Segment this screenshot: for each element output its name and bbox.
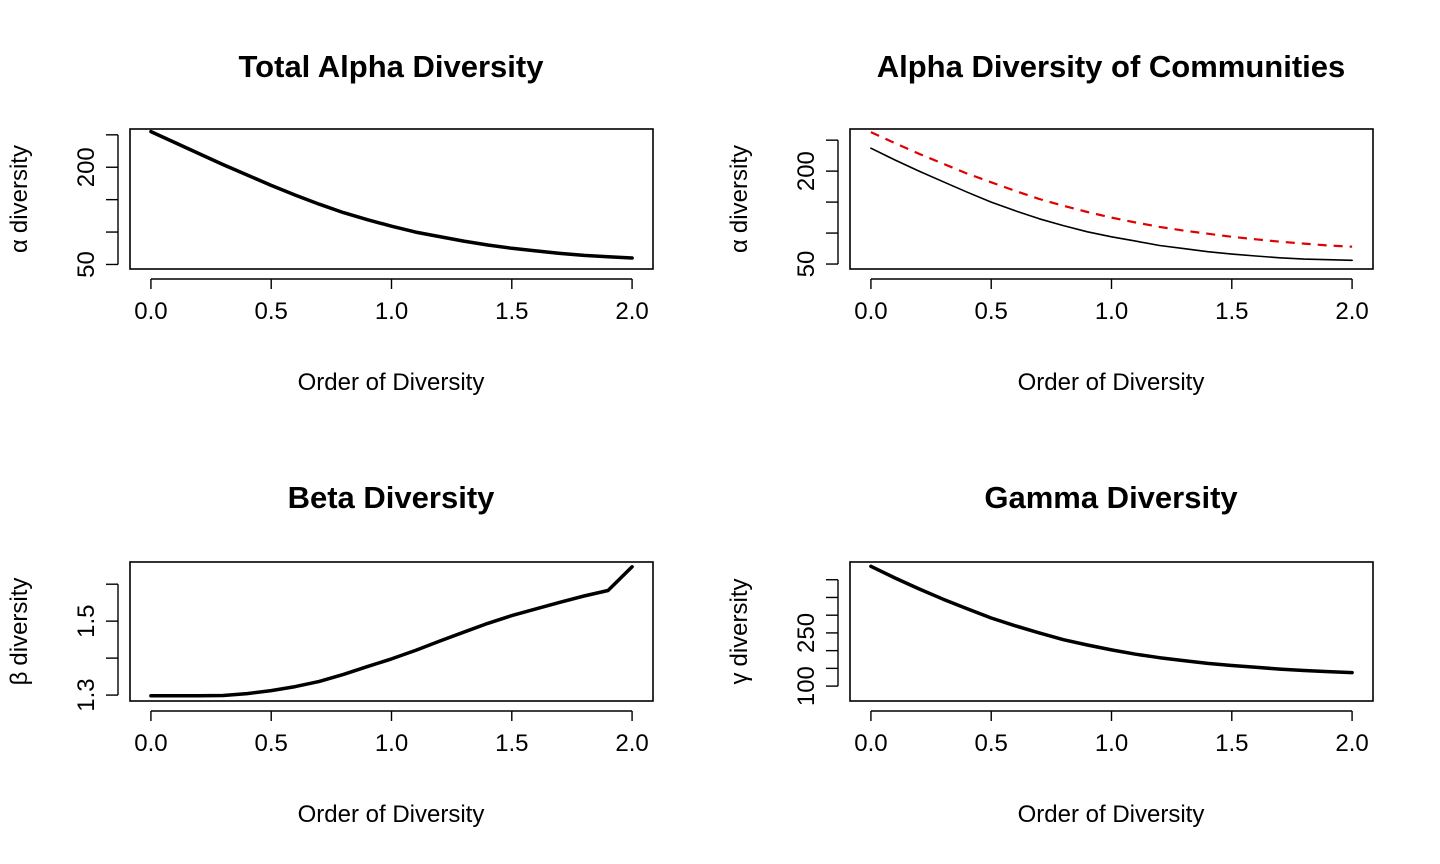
x-axis-label: Order of Diversity	[1018, 369, 1205, 396]
y-axis-label: β diversity	[6, 578, 33, 686]
x-tick-label: 1.5	[495, 298, 528, 325]
y-tick-label: 200	[73, 147, 100, 187]
x-tick-label: 2.0	[615, 298, 648, 325]
series-line-1	[149, 565, 634, 698]
series-line-1	[149, 129, 634, 260]
chart-panel-2: Alpha Diversity of Communities 0.0 0.5 1.0 1…	[726, 49, 1374, 396]
y-axis-label: α diversity	[726, 145, 753, 253]
x-axis-label: Order of Diversity	[298, 369, 485, 396]
x-tick-label: 1.5	[1215, 730, 1248, 757]
series-line-1	[870, 147, 1353, 262]
plot-frame	[849, 561, 1374, 702]
x-tick-label: 1.0	[1095, 730, 1128, 757]
y-axis-label-text: diversity	[6, 145, 33, 233]
plot-frame	[129, 561, 654, 702]
chart-panel-3: Beta Diversity 0.0 0.5 1.0 1.5 2.0 1.3 1.5 Order…	[6, 480, 654, 828]
x-tick-label: 1.5	[1215, 298, 1248, 325]
x-tick-label: 1.0	[1095, 298, 1128, 325]
x-tick-label: 0.5	[255, 298, 288, 325]
chart-panel-1: Total Alpha Diversity 0.0 0.5 1.0 1.5 2.0 50 20…	[6, 49, 654, 396]
chart-title: Beta Diversity	[288, 480, 496, 515]
x-tick-label: 1.5	[495, 730, 528, 757]
y-axis-label-symbol: γ	[726, 673, 753, 685]
series-line-2	[870, 131, 1353, 248]
series-line-1	[869, 564, 1354, 675]
x-tick-label: 2.0	[1335, 298, 1368, 325]
x-tick-label: 0.0	[854, 730, 887, 757]
y-tick-label: 100	[793, 666, 820, 706]
chart-title: Total Alpha Diversity	[239, 49, 545, 84]
x-tick-label: 0.0	[854, 298, 887, 325]
y-axis-label-text: diversity	[726, 145, 753, 233]
y-axis-label-text: diversity	[6, 578, 33, 666]
x-tick-label: 2.0	[1335, 730, 1368, 757]
x-axis-label: Order of Diversity	[298, 801, 485, 828]
x-tick-label: 0.0	[134, 298, 167, 325]
y-tick-label: 200	[793, 151, 820, 191]
x-tick-label: 2.0	[615, 730, 648, 757]
y-tick-label: 50	[793, 251, 820, 278]
y-axis-label: γ diversity	[726, 578, 753, 684]
y-tick-label: 1.5	[73, 604, 100, 637]
x-tick-label: 1.0	[375, 298, 408, 325]
plot-frame	[849, 128, 1374, 270]
y-axis-label-symbol: β	[6, 672, 33, 686]
y-axis-label-text: diversity	[726, 578, 753, 666]
y-axis-label: α diversity	[6, 145, 33, 253]
x-tick-label: 0.0	[134, 730, 167, 757]
x-tick-label: 0.5	[975, 298, 1008, 325]
x-tick-label: 0.5	[255, 730, 288, 757]
chart-title: Alpha Diversity of Communities	[877, 49, 1346, 84]
y-axis-label-symbol: α	[6, 239, 33, 253]
y-tick-label: 250	[793, 613, 820, 653]
chart-panel-4: Gamma Diversity 0.0 0.5 1.0 1.5 2.0 100 250 Orde…	[726, 480, 1374, 828]
y-tick-label: 50	[73, 251, 100, 278]
plot-frame	[129, 128, 654, 270]
x-tick-label: 1.0	[375, 730, 408, 757]
y-tick-label: 1.3	[73, 678, 100, 711]
x-tick-label: 0.5	[975, 730, 1008, 757]
y-axis-label-symbol: α	[726, 239, 753, 253]
x-axis-label: Order of Diversity	[1018, 801, 1205, 828]
chart-title: Gamma Diversity	[984, 480, 1238, 515]
